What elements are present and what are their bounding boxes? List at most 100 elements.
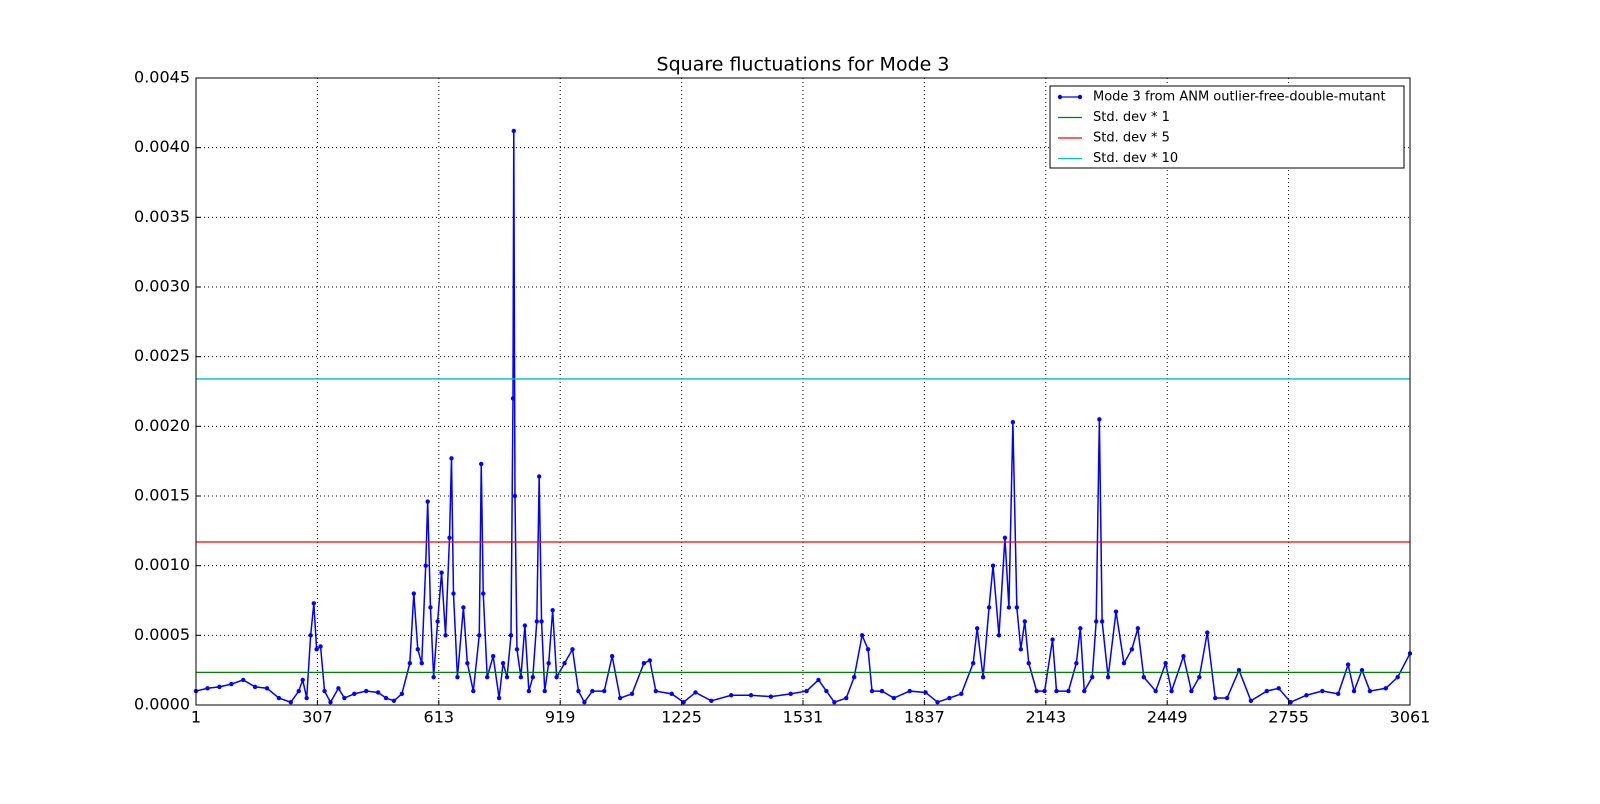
x-tick-label: 919 xyxy=(545,708,576,727)
point xyxy=(1105,674,1111,680)
legend-marker xyxy=(1077,94,1083,100)
point xyxy=(935,700,940,705)
point xyxy=(617,695,623,701)
point xyxy=(693,690,698,695)
point xyxy=(311,601,317,606)
point xyxy=(1248,698,1254,704)
point xyxy=(1113,609,1119,614)
point xyxy=(399,691,405,697)
point xyxy=(576,688,581,694)
point xyxy=(844,695,849,701)
point xyxy=(709,698,714,704)
point xyxy=(217,684,222,690)
point xyxy=(308,633,313,638)
point xyxy=(832,700,837,705)
point xyxy=(728,693,734,698)
point xyxy=(804,688,809,694)
point xyxy=(1264,688,1269,694)
point xyxy=(1014,605,1020,610)
point xyxy=(669,691,674,697)
y-tick-label: 0.0015 xyxy=(134,486,190,505)
x-tick-label: 307 xyxy=(302,708,333,727)
point xyxy=(296,688,301,694)
point xyxy=(481,591,486,596)
point xyxy=(1082,688,1087,694)
point xyxy=(288,700,294,705)
point xyxy=(554,674,559,680)
point xyxy=(1205,630,1210,635)
point xyxy=(816,677,821,683)
point xyxy=(681,700,686,705)
point xyxy=(1010,419,1016,425)
point xyxy=(328,700,333,705)
point xyxy=(539,619,544,624)
point xyxy=(1042,688,1047,694)
point xyxy=(1090,674,1095,680)
point xyxy=(1213,695,1218,701)
point xyxy=(342,695,347,701)
point xyxy=(1026,661,1031,666)
point xyxy=(461,605,466,610)
point xyxy=(500,661,506,666)
plot-area xyxy=(193,77,1413,706)
point xyxy=(512,493,518,499)
point xyxy=(609,654,615,659)
point xyxy=(318,644,323,649)
point xyxy=(518,674,524,680)
point xyxy=(629,691,635,697)
point xyxy=(522,623,528,628)
point xyxy=(496,695,502,701)
point xyxy=(1169,688,1174,694)
point xyxy=(435,619,440,624)
point xyxy=(276,695,282,701)
point xyxy=(439,570,444,575)
point xyxy=(653,688,659,694)
point xyxy=(1367,688,1373,694)
point xyxy=(1022,619,1027,624)
point xyxy=(477,633,482,638)
point xyxy=(1006,605,1012,610)
point xyxy=(550,608,555,613)
point xyxy=(959,691,964,697)
point xyxy=(1066,688,1071,694)
point xyxy=(602,688,607,694)
point xyxy=(504,674,510,680)
point xyxy=(1078,626,1083,631)
y-tick-label: 0.0030 xyxy=(134,277,190,296)
point xyxy=(375,690,381,695)
point xyxy=(1288,700,1293,705)
point xyxy=(980,674,986,680)
point xyxy=(510,396,516,401)
point xyxy=(1335,691,1341,697)
point xyxy=(411,591,417,596)
point xyxy=(788,691,793,697)
point xyxy=(1359,667,1365,673)
chart-title: Square fluctuations for Mode 3 xyxy=(657,54,950,76)
point xyxy=(996,633,1002,638)
x-tick-label: 1225 xyxy=(661,708,702,727)
point xyxy=(879,688,885,694)
point xyxy=(451,591,456,596)
point xyxy=(1002,535,1008,540)
point xyxy=(443,633,448,638)
x-tick-label: 2755 xyxy=(1268,708,1309,727)
point xyxy=(264,686,270,691)
point xyxy=(363,688,369,694)
point xyxy=(383,695,389,701)
point xyxy=(768,694,774,699)
y-tick-label: 0.0010 xyxy=(134,555,190,574)
point xyxy=(479,461,484,467)
legend-label: Std. dev * 5 xyxy=(1093,131,1170,146)
point xyxy=(542,688,547,694)
point xyxy=(449,456,454,461)
x-tick-label: 1531 xyxy=(783,708,824,727)
point xyxy=(415,647,420,652)
point xyxy=(336,686,341,691)
point xyxy=(1097,417,1102,422)
point xyxy=(1163,661,1168,666)
point xyxy=(1034,688,1039,694)
point xyxy=(869,688,875,694)
x-tick-label: 1837 xyxy=(904,708,945,727)
point xyxy=(1181,654,1186,659)
point xyxy=(1236,667,1242,673)
